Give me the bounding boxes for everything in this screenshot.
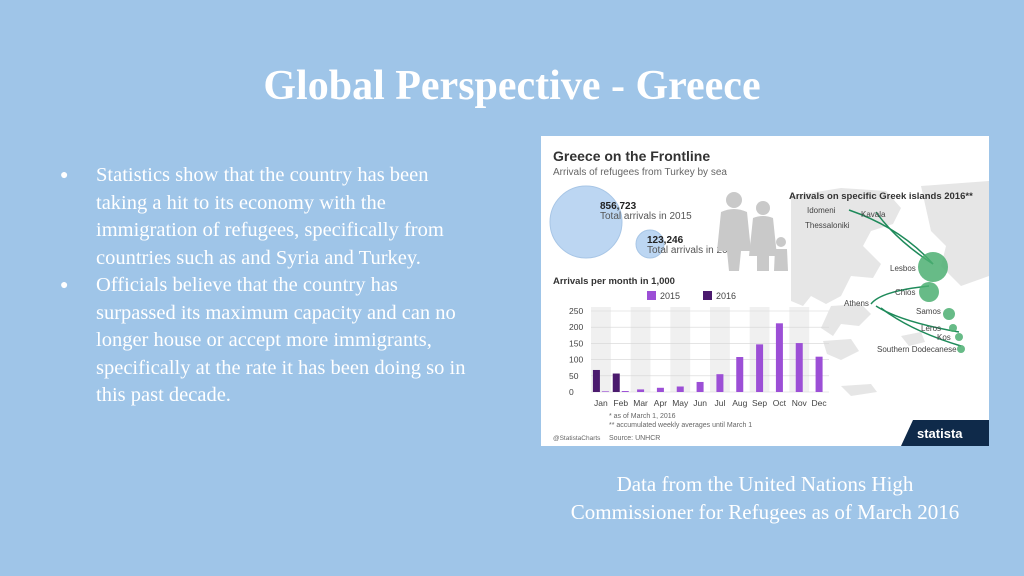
- bar-2016: [592, 369, 600, 392]
- infographic-title: Greece on the Frontline: [553, 148, 710, 164]
- bar-2015: [736, 357, 744, 392]
- x-tick-label: Aug: [732, 398, 747, 408]
- caption-line: Data from the United Nations High: [616, 472, 914, 496]
- bubble-2016: [635, 229, 665, 259]
- bullet-item: ● Statistics show that the country has be…: [58, 162, 478, 272]
- total-2015-label: Total arrivals in 2015: [600, 211, 692, 222]
- legend-label-2016: 2016: [716, 291, 736, 301]
- x-tick-label: Nov: [792, 398, 808, 408]
- bar-2015: [676, 386, 684, 392]
- place-label-samos: Samos: [916, 307, 941, 316]
- x-tick-label: Oct: [773, 398, 787, 408]
- y-tick-label: 100: [569, 355, 583, 365]
- greece-map: [791, 181, 989, 396]
- source-caption: Data from the United Nations High Commis…: [540, 470, 990, 526]
- bar-2015: [716, 374, 724, 392]
- x-tick-label: Sep: [752, 398, 767, 408]
- x-tick-label: Apr: [654, 398, 667, 408]
- bullet-text: Officials believe that the country has s…: [96, 274, 466, 406]
- place-label-thessaloniki: Thessaloniki: [805, 221, 850, 230]
- infographic-svg: Greece on the Frontline Arrivals of refu…: [549, 148, 989, 446]
- y-tick-label: 0: [569, 387, 574, 397]
- place-label-kavala: Kavala: [861, 210, 886, 219]
- x-tick-label: Jul: [714, 398, 725, 408]
- bar-2015: [621, 391, 629, 392]
- bar-2016: [612, 373, 620, 392]
- place-label-athens: Athens: [844, 299, 869, 308]
- place-label-southern-dodecanese: Southern Dodecanese: [877, 345, 957, 354]
- bullet-dot-icon: ●: [60, 278, 69, 293]
- bullet-text: Statistics show that the country has bee…: [96, 164, 444, 269]
- bar-2015: [696, 381, 704, 392]
- legend-swatch-2016: [703, 291, 712, 300]
- infographic-subtitle: Arrivals of refugees from Turkey by sea: [553, 167, 727, 178]
- statista-logo-badge: [901, 420, 989, 446]
- bar-2015: [815, 356, 823, 392]
- map-title: Arrivals on specific Greek islands 2016*…: [789, 191, 973, 202]
- footnote-1: * as of March 1, 2016: [609, 413, 676, 420]
- column-band: [670, 307, 691, 392]
- place-label-idomeni: Idomeni: [807, 206, 836, 215]
- place-label-leros: Leros: [921, 324, 941, 333]
- bar-2015: [637, 389, 645, 392]
- bar-chart: 0 50 100 150 200 250 Jan Feb Mar Apr May Jun Jul Aug S…: [569, 306, 829, 408]
- y-tick-label: 250: [569, 306, 583, 316]
- bar-2015: [756, 344, 764, 392]
- island-bubble-chios: [919, 282, 939, 302]
- footnote-2: ** accumulated weekly averages until Mar…: [609, 422, 752, 429]
- y-tick-label: 200: [569, 322, 583, 332]
- source-note: Source: UNHCR: [609, 435, 660, 442]
- total-2016-value: 123,246: [647, 235, 684, 246]
- legend-swatch-2015: [647, 291, 656, 300]
- column-band: [630, 307, 651, 392]
- place-label-chios: Chios: [895, 288, 915, 297]
- bar-2015: [601, 391, 609, 392]
- bullet-list: ● Statistics show that the country has be…: [58, 162, 478, 410]
- x-tick-label: May: [672, 398, 689, 408]
- refugee-family-icon: [717, 192, 788, 271]
- bar-2015: [775, 323, 783, 392]
- x-tick-label: Feb: [613, 398, 628, 408]
- island-bubble-southern-dodecanese: [957, 345, 965, 353]
- total-2015-value: 856,723: [600, 201, 637, 212]
- x-tick-label: Jan: [594, 398, 608, 408]
- place-label-kos: Kos: [937, 333, 951, 342]
- infographic-image: Greece on the Frontline Arrivals of refu…: [541, 136, 989, 446]
- y-tick-label: 150: [569, 338, 583, 348]
- island-bubble-kos: [955, 333, 963, 341]
- place-label-lesbos: Lesbos: [890, 264, 916, 273]
- bubble-2015: [549, 185, 623, 259]
- statista-logo: statista: [917, 426, 963, 441]
- total-2016-label: Total arrivals in 2016*: [647, 245, 743, 256]
- column-band: [710, 307, 730, 392]
- bullet-item: ● Officials believe that the country has …: [58, 272, 478, 410]
- x-tick-label: Mar: [633, 398, 648, 408]
- y-tick-label: 50: [569, 371, 579, 381]
- slide-title: Global Perspective - Greece: [263, 63, 761, 109]
- bar-2015: [795, 343, 803, 392]
- island-bubble-samos: [943, 308, 955, 320]
- bullet-dot-icon: ●: [60, 168, 69, 183]
- x-tick-label: Jun: [693, 398, 707, 408]
- bar-2015: [656, 387, 664, 392]
- statista-credit: @StatistaCharts: [553, 435, 601, 442]
- chart-title: Arrivals per month in 1,000: [553, 276, 675, 287]
- island-bubble-leros: [949, 324, 957, 332]
- x-tick-label: Dec: [812, 398, 828, 408]
- legend-label-2015: 2015: [660, 291, 680, 301]
- island-bubble-lesbos: [918, 252, 948, 282]
- caption-line: Commissioner for Refugees as of March 20…: [570, 500, 960, 524]
